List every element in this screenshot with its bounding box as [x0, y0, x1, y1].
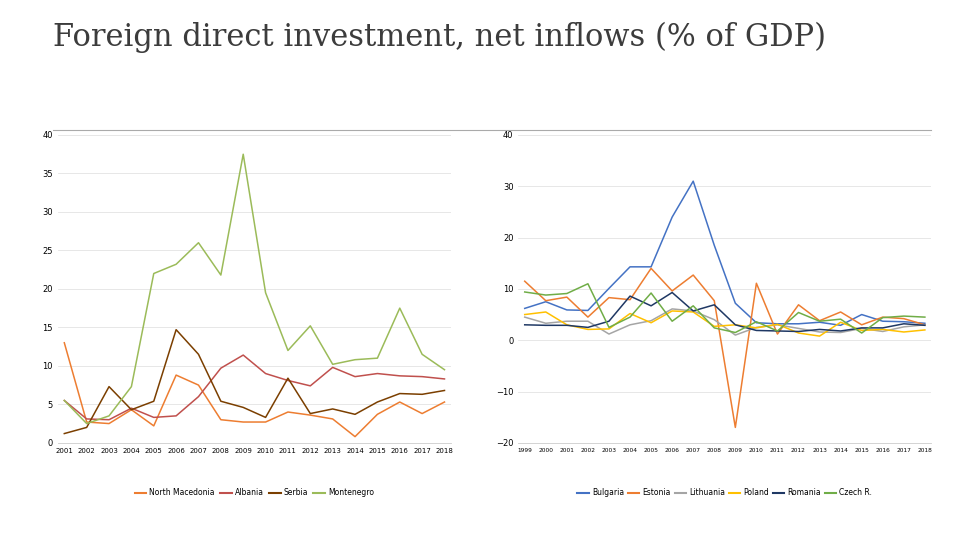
Text: Foreign direct investment, net inflows (% of GDP): Foreign direct investment, net inflows (… [53, 22, 826, 53]
Legend: Bulgaria, Estonia, Lithuania, Poland, Romania, Czech R.: Bulgaria, Estonia, Lithuania, Poland, Ro… [574, 485, 876, 501]
Legend: North Macedonia, Albania, Serbia, Montenegro: North Macedonia, Albania, Serbia, Monten… [132, 485, 377, 501]
